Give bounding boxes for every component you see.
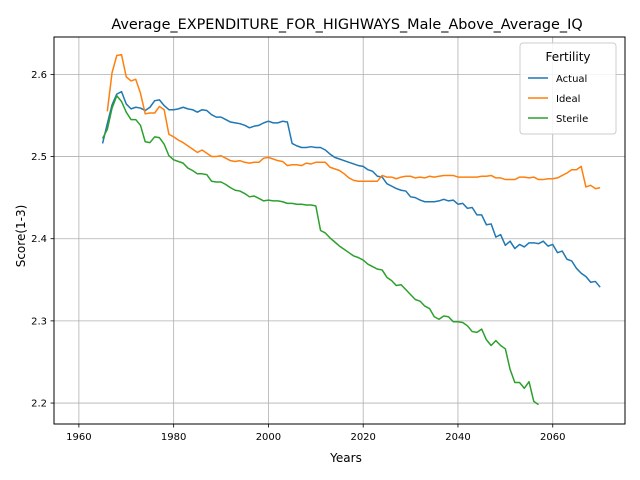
x-tick-label: 2060 <box>540 432 565 443</box>
x-axis-label: Years <box>329 451 362 465</box>
legend-title: Fertility <box>545 50 590 64</box>
legend: Fertility Actual Ideal Sterile <box>519 42 617 135</box>
legend-label-sterile: Sterile <box>556 114 588 125</box>
x-tick-label: 1960 <box>66 432 91 443</box>
y-axis-ticks: 2.2 2.3 2.4 2.5 2.6 <box>31 70 54 410</box>
x-tick-label: 2000 <box>256 432 281 443</box>
y-tick-label: 2.6 <box>31 70 47 81</box>
x-tick-label: 1980 <box>161 432 186 443</box>
x-tick-label: 2020 <box>350 432 375 443</box>
legend-box <box>519 42 617 135</box>
series-line-actual <box>101 90 601 288</box>
series-line-ideal <box>106 53 601 190</box>
y-tick-label: 2.4 <box>31 234 47 245</box>
series-lines <box>101 53 601 406</box>
x-tick-label: 2040 <box>445 432 470 443</box>
legend-label-actual: Actual <box>556 74 587 85</box>
plot-frame <box>53 36 626 425</box>
legend-label-ideal: Ideal <box>556 94 580 105</box>
chart-title: Average_EXPENDITURE_FOR_HIGHWAYS_Male_Ab… <box>111 17 582 33</box>
y-tick-label: 2.3 <box>31 316 47 327</box>
y-tick-label: 2.5 <box>31 152 47 163</box>
series-line-sterile <box>101 95 539 406</box>
y-tick-label: 2.2 <box>31 399 47 410</box>
y-axis-label: Score(1-3) <box>14 205 28 268</box>
x-axis-ticks: 1960 1980 2000 2020 2040 2060 <box>66 424 565 443</box>
